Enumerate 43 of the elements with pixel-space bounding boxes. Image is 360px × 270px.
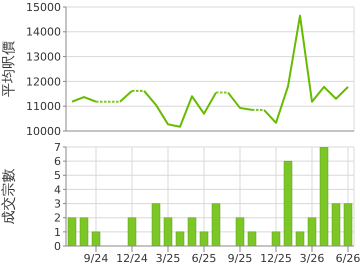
bar — [332, 203, 340, 246]
y-tick-label: 7 — [54, 140, 61, 154]
bar — [236, 217, 244, 246]
y-axis-title: 平均呎價 — [0, 41, 17, 97]
bar — [200, 232, 208, 246]
bar — [176, 232, 184, 246]
x-tick-label: 6/26 — [336, 252, 360, 265]
y-tick-label: 2 — [54, 212, 61, 225]
bar — [128, 217, 136, 246]
bar — [308, 217, 316, 246]
x-tick-label: 9/25 — [228, 252, 252, 265]
bar — [248, 232, 256, 246]
y-tick-label: 10000 — [26, 124, 61, 138]
y-tick-label: 4 — [54, 183, 61, 196]
bar — [152, 203, 160, 246]
y-tick-label: 0 — [54, 240, 61, 253]
x-tick-label: 12/25 — [260, 252, 292, 265]
x-tick-label: 9/24 — [84, 252, 108, 265]
bar — [296, 232, 304, 246]
bar — [272, 232, 280, 246]
y-tick-label: 3 — [54, 197, 61, 210]
bar — [284, 160, 292, 246]
bar — [80, 217, 88, 246]
y-tick-label: 15000 — [26, 0, 61, 14]
bar — [92, 232, 100, 246]
x-tick-label: 12/24 — [116, 252, 148, 265]
y-tick-label: 1 — [54, 226, 61, 239]
bar — [320, 147, 328, 246]
y-tick-label: 12000 — [26, 75, 61, 88]
y-tick-label: 6 — [54, 155, 61, 168]
x-tick-label: 3/25 — [156, 252, 180, 265]
bar — [164, 217, 172, 246]
y-tick-label: 11000 — [26, 100, 61, 114]
y-tick-label: 14000 — [26, 26, 61, 39]
x-tick-label: 6/25 — [192, 252, 216, 265]
bar — [344, 203, 352, 246]
x-tick-label: 3/26 — [300, 252, 324, 265]
bar — [212, 203, 220, 246]
bar — [68, 217, 76, 246]
y-tick-label: 13000 — [26, 50, 61, 64]
bar — [188, 217, 196, 246]
y-tick-label: 5 — [54, 169, 61, 182]
y-axis-title: 成交宗數 — [0, 168, 17, 224]
